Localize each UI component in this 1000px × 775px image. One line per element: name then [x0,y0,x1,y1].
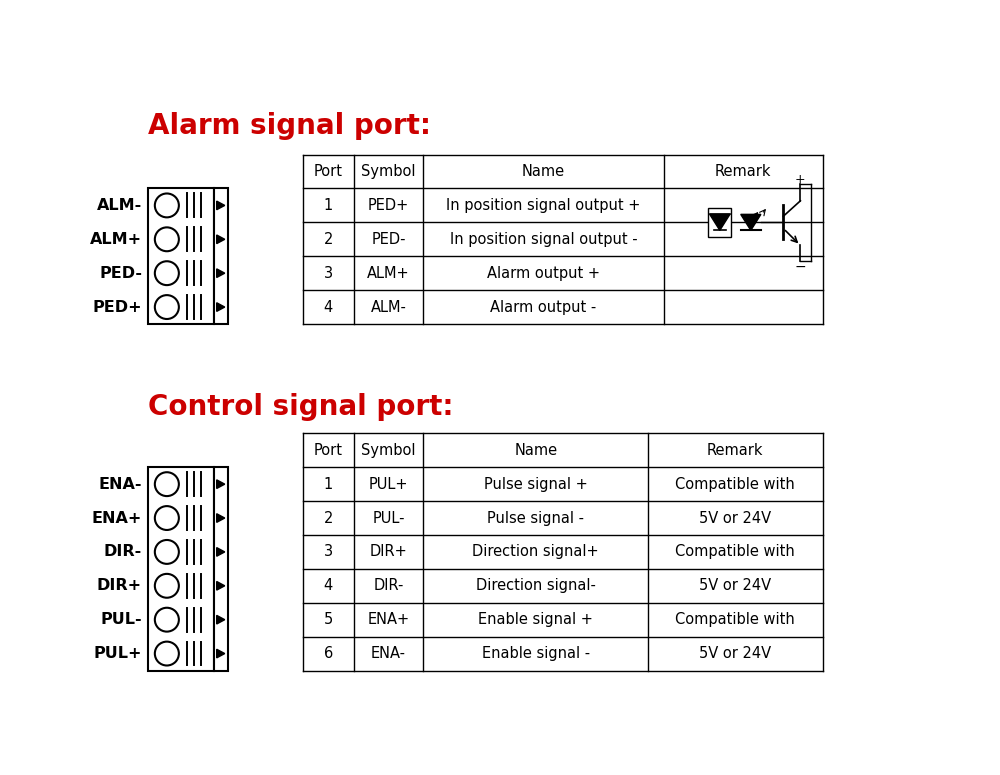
Text: 5V or 24V: 5V or 24V [699,578,771,594]
Circle shape [155,506,179,530]
Text: Enable signal +: Enable signal + [478,612,593,627]
Text: PUL+: PUL+ [94,646,142,661]
Circle shape [155,608,179,632]
Text: 5V or 24V: 5V or 24V [699,646,771,661]
Circle shape [155,261,179,285]
Text: ENA+: ENA+ [367,612,410,627]
Text: Pulse signal -: Pulse signal - [487,511,584,525]
Polygon shape [710,215,730,230]
Text: +: + [795,173,806,186]
Text: PED-: PED- [371,232,406,246]
Circle shape [155,472,179,496]
Text: ALM+: ALM+ [90,232,142,246]
Text: Compatible with: Compatible with [675,544,795,560]
Text: DIR+: DIR+ [370,544,407,560]
Text: Alarm output +: Alarm output + [487,266,600,281]
Text: Enable signal -: Enable signal - [482,646,590,661]
Polygon shape [217,514,225,522]
Polygon shape [217,615,225,624]
Circle shape [155,194,179,217]
Text: 1: 1 [324,477,333,491]
Bar [708,208,731,237]
Text: 6: 6 [324,646,333,661]
Text: ENA-: ENA- [99,477,142,491]
Circle shape [155,540,179,564]
Polygon shape [217,235,225,243]
Text: ENA-: ENA- [371,646,406,661]
Text: 2: 2 [324,511,333,525]
Text: PUL-: PUL- [372,511,405,525]
Circle shape [155,574,179,598]
Bar [148,467,214,670]
Text: Port: Port [314,164,343,179]
Polygon shape [217,548,225,556]
Text: Symbol: Symbol [361,443,416,458]
Text: ALM-: ALM- [97,198,142,213]
Text: In position signal output +: In position signal output + [446,198,641,213]
Text: PED+: PED+ [92,300,142,315]
Text: −: − [795,260,806,274]
Text: 1: 1 [324,198,333,213]
Text: ALM+: ALM+ [367,266,410,281]
Text: PUL+: PUL+ [369,477,408,491]
Text: Remark: Remark [715,164,771,179]
Text: Alarm signal port:: Alarm signal port: [148,112,431,140]
Text: 5V or 24V: 5V or 24V [699,511,771,525]
Text: 3: 3 [324,266,333,281]
Polygon shape [217,480,225,488]
Text: PED+: PED+ [368,198,409,213]
Text: 4: 4 [324,578,333,594]
Polygon shape [217,303,225,312]
Text: Pulse signal +: Pulse signal + [484,477,588,491]
Bar [214,188,228,324]
Text: 4: 4 [324,300,333,315]
Text: PUL-: PUL- [100,612,142,627]
Polygon shape [217,201,225,210]
Bar [148,188,214,324]
Polygon shape [217,269,225,277]
Text: Symbol: Symbol [361,164,416,179]
Text: In position signal output -: In position signal output - [450,232,637,246]
Text: Port: Port [314,443,343,458]
Text: 2: 2 [324,232,333,246]
Text: Name: Name [522,164,565,179]
Text: Alarm output -: Alarm output - [490,300,597,315]
Circle shape [155,642,179,666]
Polygon shape [217,649,225,658]
Text: 5: 5 [324,612,333,627]
Polygon shape [741,215,761,230]
Text: Direction signal-: Direction signal- [476,578,596,594]
Text: DIR-: DIR- [373,578,404,594]
Text: ENA+: ENA+ [92,511,142,525]
Text: DIR+: DIR+ [97,578,142,594]
Text: Control signal port:: Control signal port: [148,393,454,422]
Polygon shape [217,581,225,590]
Text: 3: 3 [324,544,333,560]
Circle shape [155,295,179,319]
Bar [214,467,228,670]
Text: Compatible with: Compatible with [675,477,795,491]
Circle shape [155,227,179,251]
Text: Remark: Remark [707,443,764,458]
Text: Name: Name [514,443,557,458]
Text: Compatible with: Compatible with [675,612,795,627]
Text: ALM-: ALM- [371,300,406,315]
Text: DIR-: DIR- [104,544,142,560]
Text: Direction signal+: Direction signal+ [472,544,599,560]
Text: PED-: PED- [99,266,142,281]
